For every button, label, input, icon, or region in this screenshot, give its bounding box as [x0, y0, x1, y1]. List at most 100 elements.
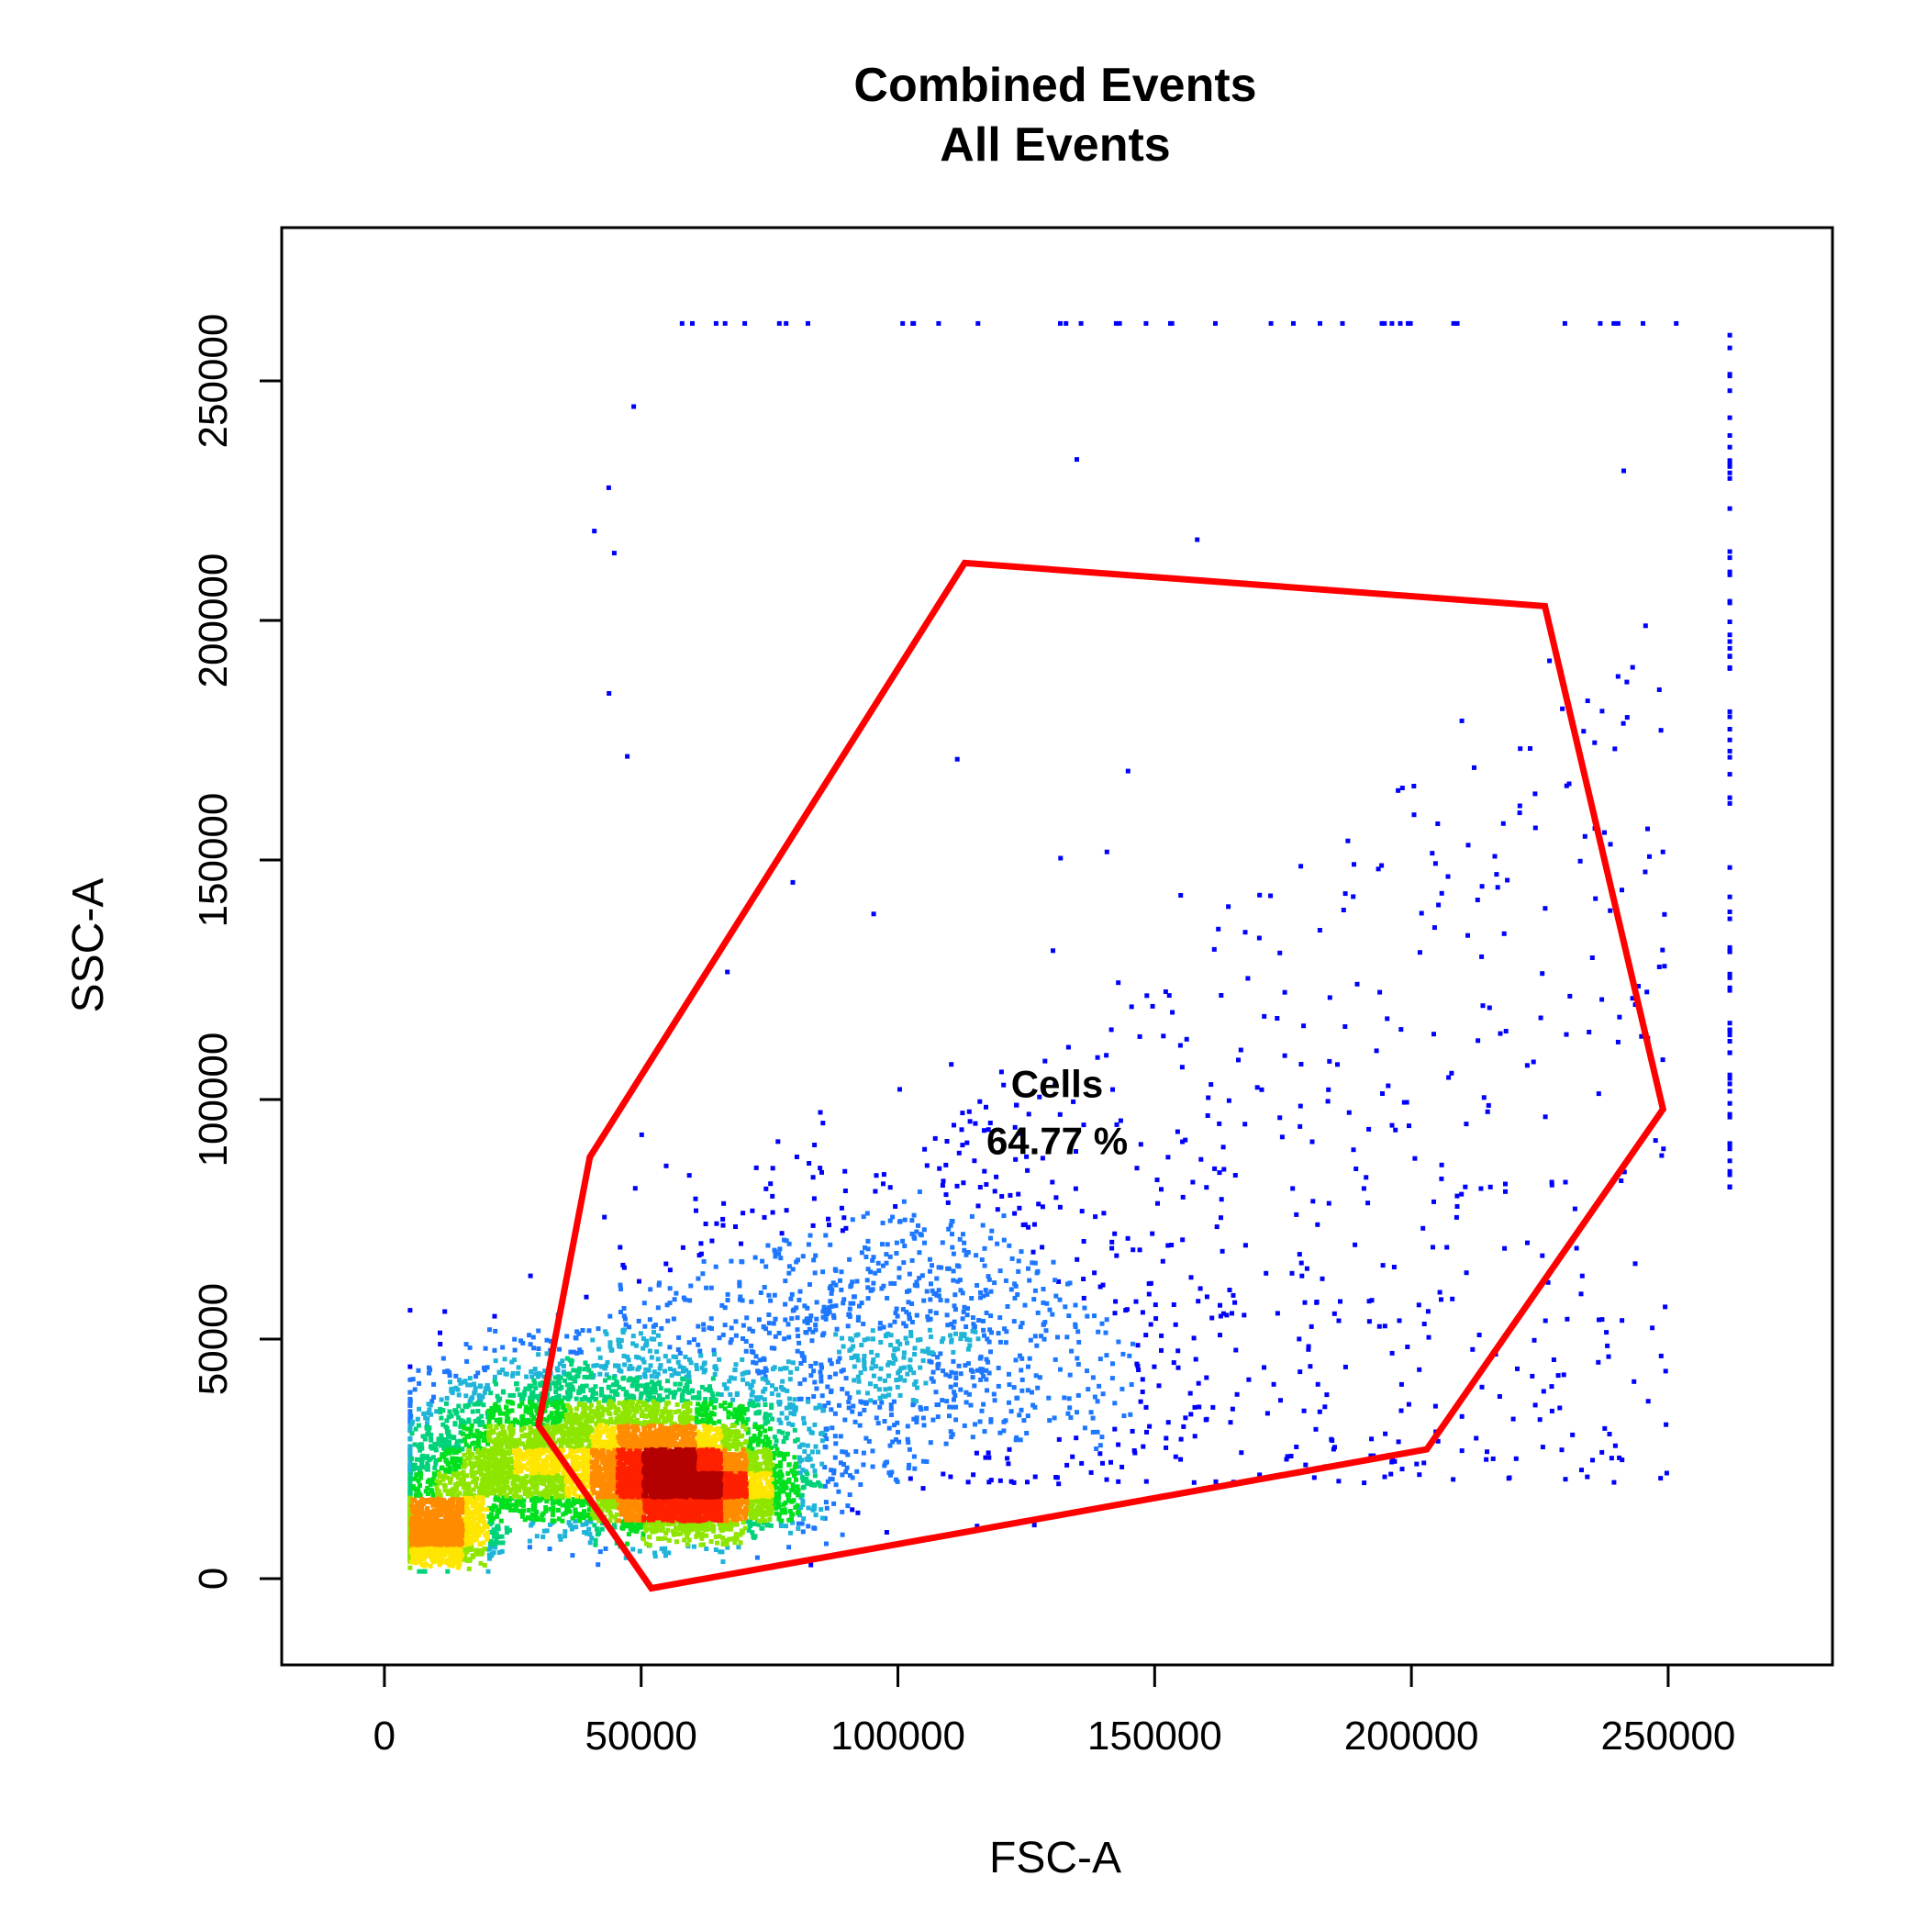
event-point [602, 1366, 607, 1371]
event-point [688, 1283, 694, 1289]
event-point [945, 1323, 951, 1328]
event-point [953, 1417, 959, 1423]
event-point [611, 1420, 617, 1425]
event-point [790, 1267, 796, 1272]
event-point [603, 1378, 607, 1383]
event-point [793, 1438, 798, 1444]
event-point [586, 1416, 591, 1422]
event-point [525, 1493, 530, 1499]
event-point [638, 1397, 643, 1402]
event-point [698, 1241, 704, 1246]
event-point [1464, 1122, 1469, 1127]
event-point [824, 1436, 830, 1442]
event-point [551, 1418, 556, 1424]
event-point [902, 1244, 908, 1248]
event-point [458, 1458, 463, 1464]
event-point [585, 1500, 590, 1505]
event-point [563, 1534, 568, 1539]
event-point [965, 1306, 970, 1312]
event-point [649, 1373, 654, 1379]
event-point [721, 1444, 727, 1449]
event-point [828, 1357, 832, 1363]
event-point [600, 1418, 606, 1424]
event-point [480, 1394, 485, 1400]
event-point [823, 1233, 829, 1238]
event-point [681, 1403, 686, 1409]
event-point [1518, 746, 1523, 752]
event-point [521, 1425, 527, 1431]
event-point [420, 1434, 426, 1439]
event-point [1116, 1479, 1121, 1484]
event-point [1450, 1296, 1455, 1301]
event-point [787, 1377, 793, 1382]
event-point [706, 1413, 711, 1418]
event-point [1315, 1381, 1320, 1387]
event-point [502, 1435, 507, 1441]
event-point [1218, 1313, 1223, 1319]
event-point [768, 1298, 774, 1303]
event-point [1338, 1299, 1342, 1304]
event-point [1173, 1322, 1178, 1327]
event-point [573, 1518, 578, 1524]
event-point [839, 1287, 844, 1292]
event-point [929, 1335, 933, 1339]
event-point [416, 1478, 421, 1483]
event-point [648, 1396, 653, 1402]
event-point [1204, 1185, 1209, 1190]
event-point [677, 1364, 683, 1369]
event-point [694, 1367, 699, 1371]
event-point [947, 1374, 952, 1379]
event-point [1531, 1059, 1536, 1065]
event-point [1389, 1122, 1395, 1128]
event-point [500, 1389, 506, 1394]
event-point [771, 1480, 776, 1485]
event-point [641, 1301, 647, 1306]
event-point [574, 1524, 579, 1530]
event-point [666, 1537, 672, 1543]
event-point [758, 1395, 763, 1401]
event-point [634, 1417, 640, 1423]
event-point [1024, 1431, 1030, 1435]
event-point [1507, 1475, 1512, 1480]
event-point [1078, 320, 1084, 326]
event-point [655, 1380, 661, 1386]
event-point [774, 1499, 779, 1504]
event-point [745, 1519, 751, 1524]
event-point [1086, 1387, 1091, 1392]
event-point [1218, 1302, 1222, 1308]
event-point [1564, 783, 1569, 788]
event-point [785, 1470, 791, 1476]
event-point [1331, 1311, 1337, 1316]
event-point [839, 1205, 844, 1211]
event-point [1198, 1156, 1204, 1162]
event-point [748, 1514, 753, 1520]
event-point [1233, 1347, 1239, 1353]
event-point [812, 1525, 818, 1531]
event-point [793, 1464, 798, 1469]
event-point [438, 1492, 443, 1498]
event-point [1727, 632, 1732, 638]
event-point [643, 1528, 649, 1534]
event-point [1100, 1282, 1106, 1288]
event-point [488, 1390, 494, 1396]
event-point [796, 1492, 801, 1498]
event-point [796, 1340, 802, 1346]
event-point [1324, 1392, 1330, 1398]
event-point [526, 1440, 531, 1446]
event-point [841, 1215, 847, 1221]
event-point [1727, 433, 1732, 438]
event-point [874, 1353, 880, 1358]
event-point [639, 1524, 643, 1530]
event-point [1179, 1065, 1185, 1070]
event-point [621, 1353, 627, 1358]
event-point [1345, 838, 1351, 843]
event-point [571, 1368, 576, 1373]
event-point [536, 1352, 541, 1357]
event-point [1503, 1029, 1509, 1033]
event-point [425, 1464, 430, 1469]
event-point [630, 1334, 636, 1339]
event-point [1171, 1302, 1176, 1307]
event-point [1008, 1479, 1014, 1484]
event-point [1058, 1367, 1063, 1372]
